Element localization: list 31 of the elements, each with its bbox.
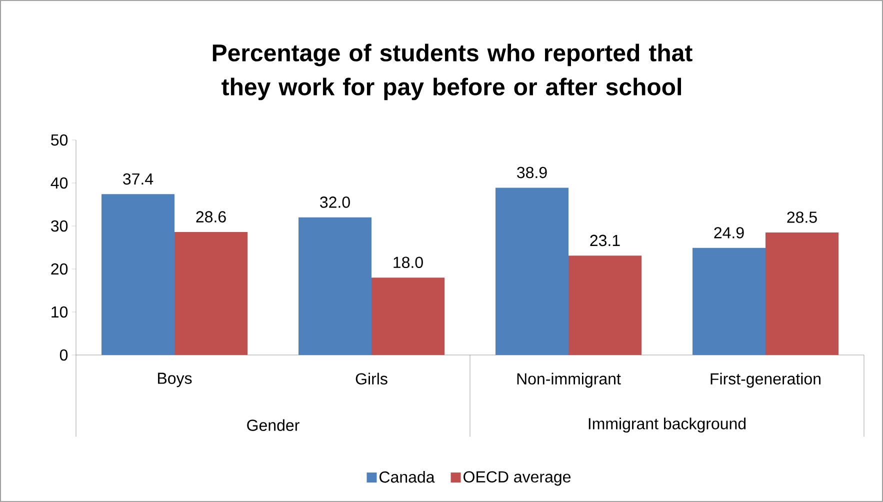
y-tick-label: 40 — [50, 177, 68, 189]
data-label: 32.0 — [320, 196, 350, 208]
y-tick-label: 30 — [51, 220, 68, 232]
data-label: 37.4 — [123, 173, 154, 185]
bar — [568, 256, 642, 355]
data-label: 38.9 — [517, 166, 547, 178]
bar — [102, 194, 175, 355]
y-tick-label: 50 — [51, 134, 68, 146]
text: Gender — [247, 419, 300, 431]
chart-title: Percentage of students who reported that they work for pay before or after school — [212, 44, 692, 100]
bar — [372, 278, 445, 355]
legend-label: OECD average — [464, 471, 571, 486]
x-tick-label: Boys — [158, 372, 192, 388]
x-tick-label: Girls — [356, 372, 388, 385]
data-label: 28.5 — [787, 212, 817, 223]
y-tick-label: 20 — [51, 263, 68, 275]
legend-label: Canada — [380, 470, 435, 483]
bar — [766, 232, 838, 355]
data-label: 24.9 — [714, 227, 744, 238]
data-label: 28.6 — [196, 211, 226, 222]
y-tick-label: 0 — [60, 349, 68, 361]
bar — [692, 248, 766, 355]
x-tick-label: Non-immigrant — [517, 372, 621, 388]
bar — [298, 217, 372, 355]
data-label: 18.0 — [394, 256, 423, 268]
bar — [496, 188, 568, 355]
data-label: 23.1 — [590, 234, 620, 246]
bar — [174, 232, 248, 355]
text: Immigrant background — [588, 418, 746, 433]
y-tick-label: 10 — [52, 306, 68, 318]
x-tick-label: First-generation — [710, 372, 820, 388]
